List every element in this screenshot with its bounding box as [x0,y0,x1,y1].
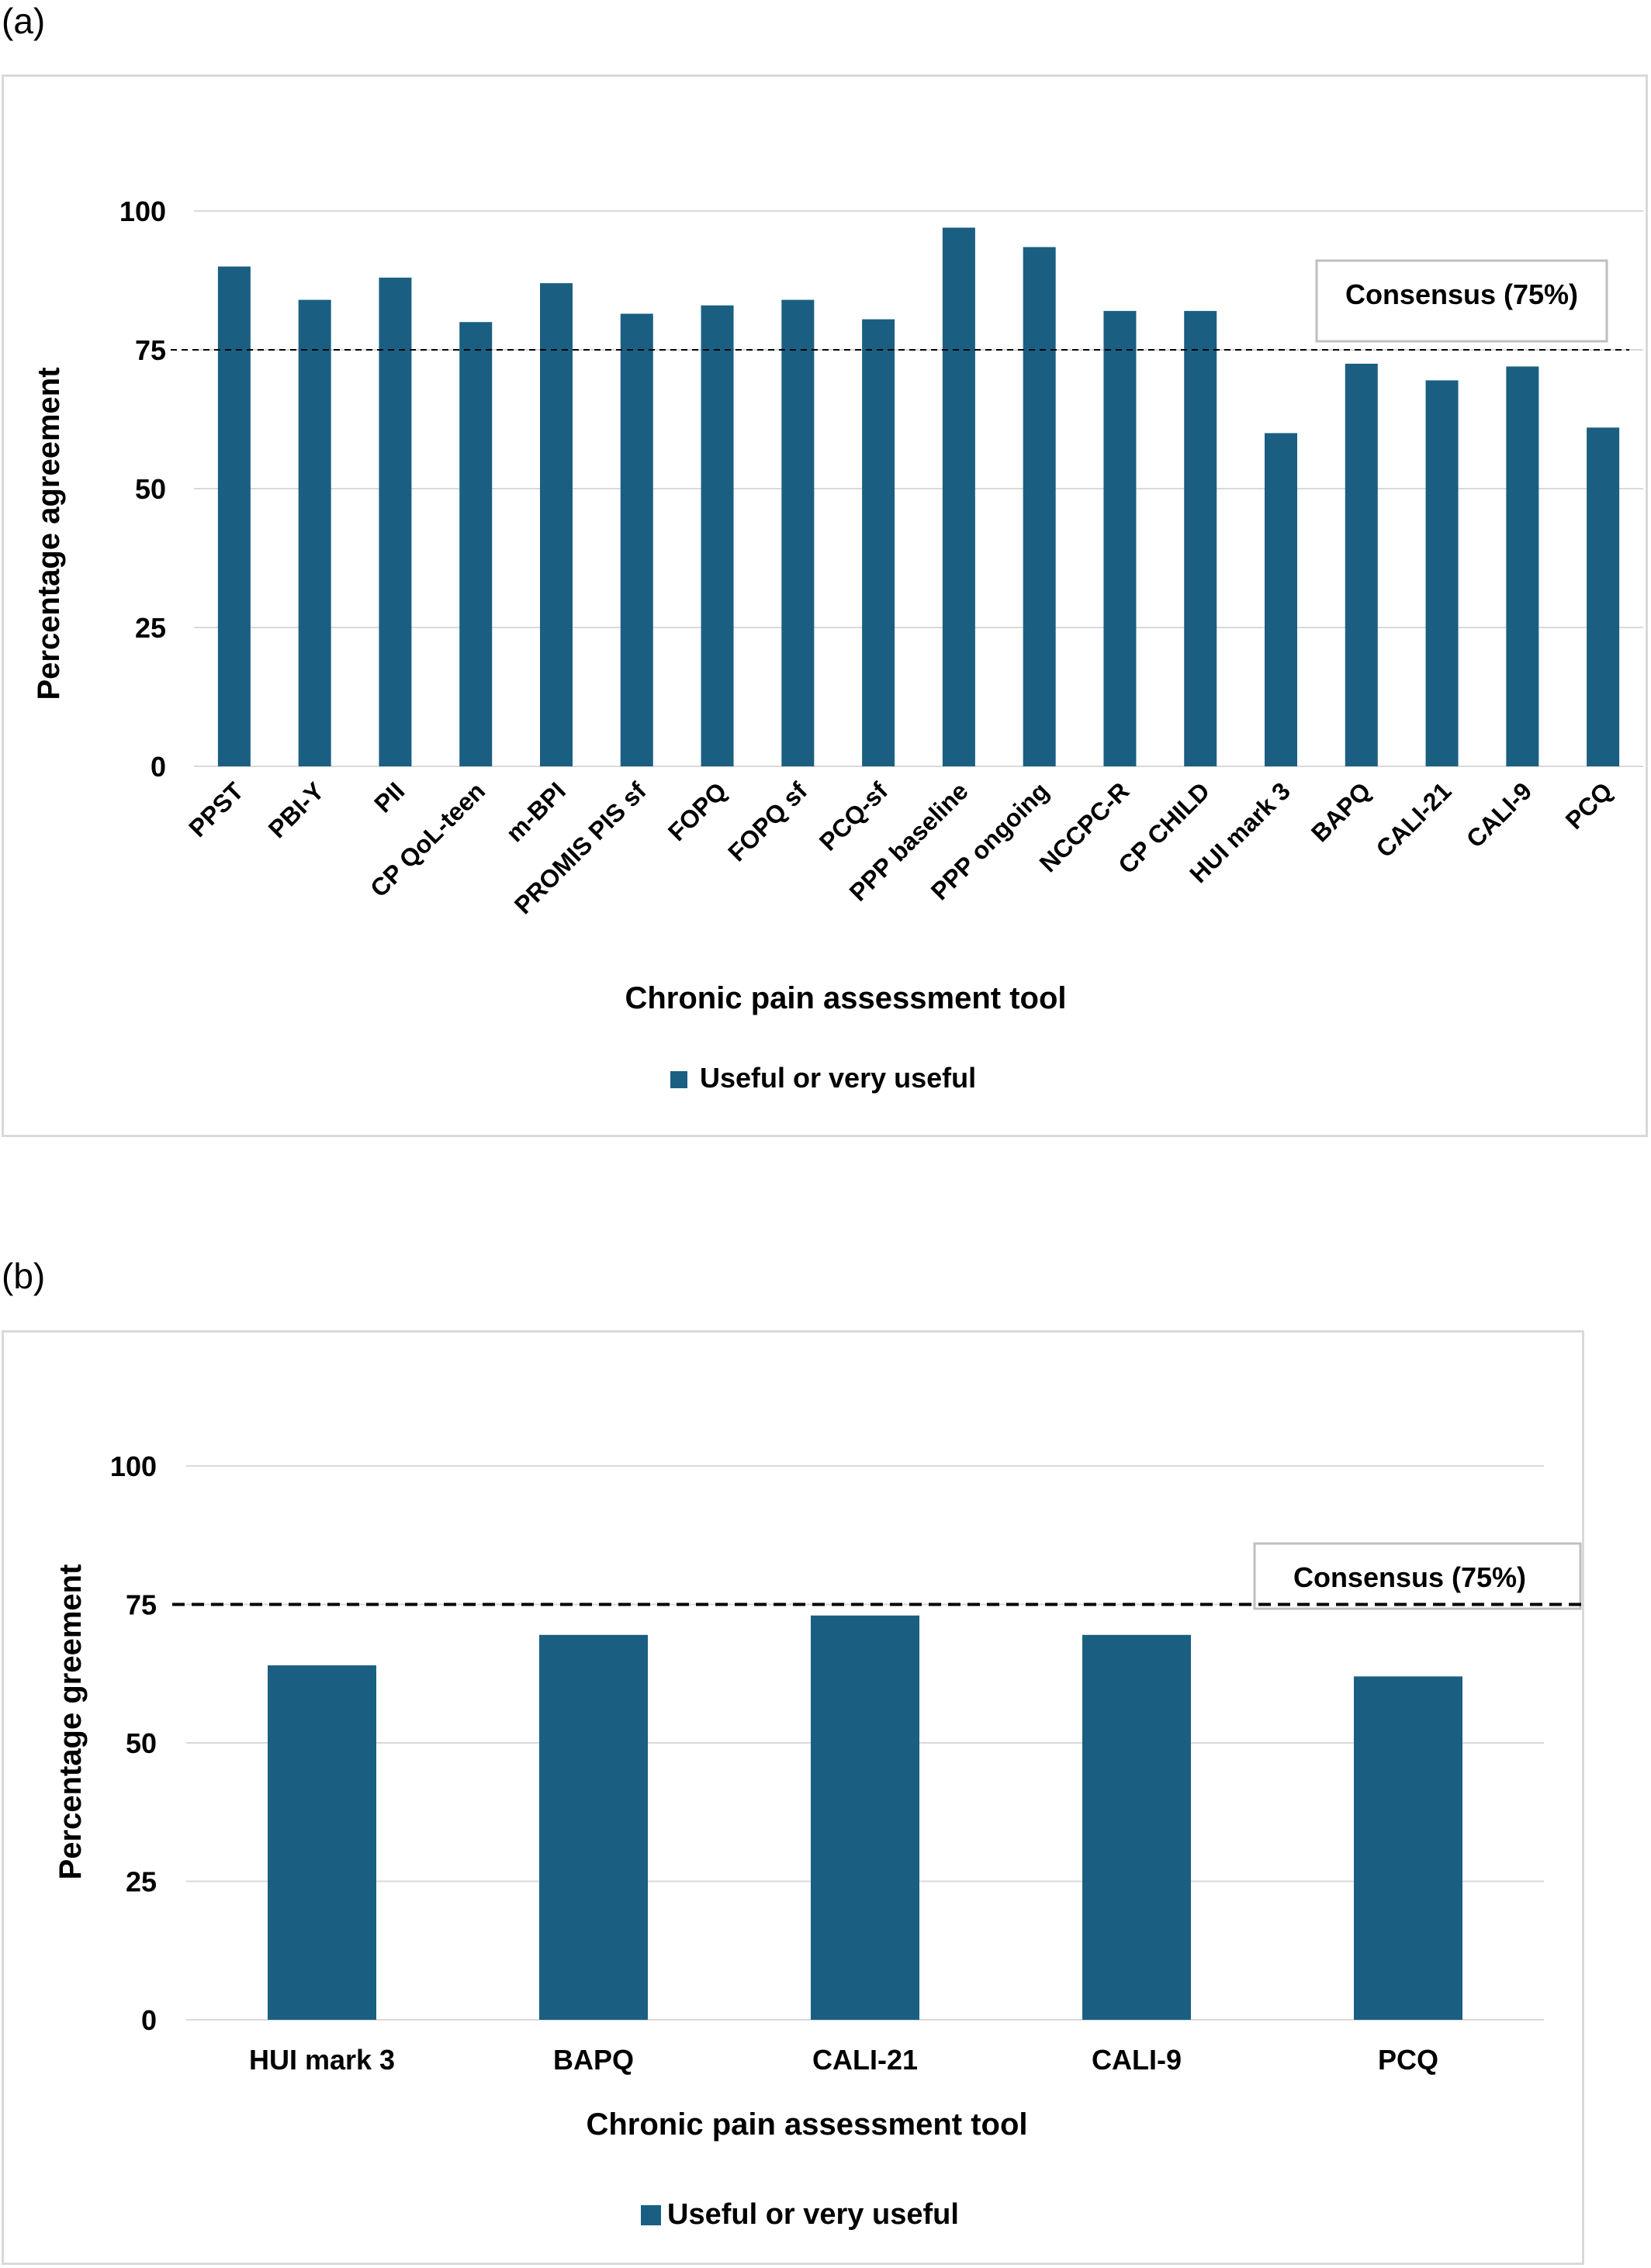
y-tick-label: 50 [126,1727,157,1759]
bar [942,227,975,767]
x-tick-label: CALI-21 [812,2044,918,2076]
x-axis-title: Chronic pain assessment tool [625,981,1066,1015]
bar [1345,363,1378,766]
bar [1587,427,1620,766]
y-tick-label: 25 [126,1866,157,1898]
bar [539,1634,648,2020]
chart-b-frame [2,1330,1584,2265]
y-tick-label: 75 [135,334,166,366]
bar [1103,310,1137,766]
bar [1506,366,1539,767]
bar [862,319,895,766]
x-tick-label: BAPQ [553,2044,634,2076]
panel-label-a: (a) [2,1,46,41]
y-tick-label: 0 [151,751,166,783]
consensus-box [1315,259,1608,343]
y-tick-label: 100 [110,1450,157,1482]
legend-label: Useful or very useful [700,1062,976,1094]
bar [781,299,815,766]
consensus-box [1253,1542,1582,1610]
y-tick-label: 25 [135,612,166,644]
x-axis-title: Chronic pain assessment tool [586,2107,1027,2142]
bar [811,1615,919,2020]
y-axis-title: Percentage greement [54,1564,88,1880]
y-tick-label: 100 [119,195,166,227]
legend-swatch [670,1071,687,1088]
bar [1265,433,1297,766]
bar [620,313,653,767]
bar [379,277,412,766]
bar [701,305,734,767]
panel-label-b: (b) [2,1256,46,1296]
legend-label: Useful or very useful [667,2198,959,2231]
bar [1184,310,1217,766]
bar [217,266,251,767]
bar [459,322,493,766]
y-tick-label: 0 [141,2004,157,2036]
y-axis-title: Percentage agreement [32,367,66,700]
bar [540,283,573,767]
legend-swatch [641,2205,661,2225]
x-tick-label: CALI-9 [1092,2044,1182,2076]
consensus-label: Consensus (75%) [1293,1561,1526,1593]
bar [1354,1676,1462,2020]
bar [268,1665,376,2020]
x-tick-label: PCQ [1378,2044,1438,2076]
bar [1425,380,1459,766]
x-tick-label: HUI mark 3 [249,2044,395,2076]
y-tick-label: 75 [126,1589,157,1621]
bar [1082,1634,1191,2020]
consensus-label: Consensus (75%) [1345,278,1578,310]
bar [298,299,331,766]
bar [1023,247,1056,766]
y-tick-label: 50 [135,473,166,505]
